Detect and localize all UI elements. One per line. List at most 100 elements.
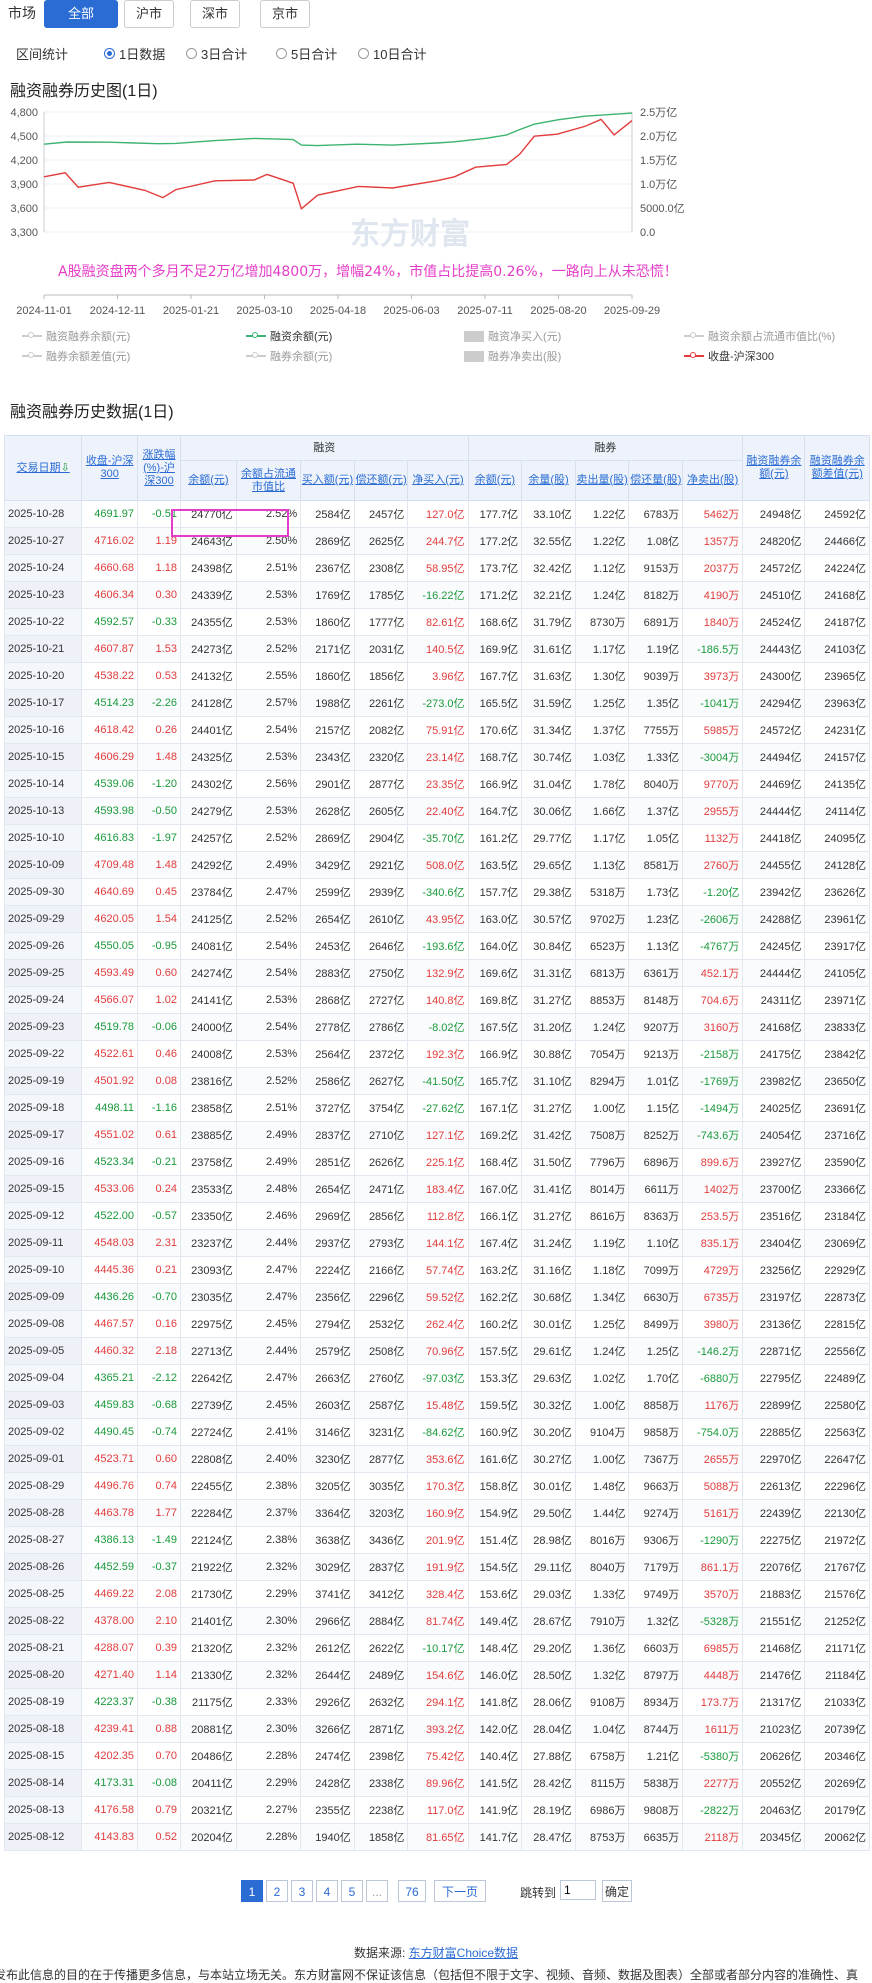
source-link[interactable]: 东方财富Choice数据 (408, 1946, 519, 1960)
cell-diff: 23590亿 (804, 1148, 870, 1176)
cell-rz-repay: 2372亿 (353, 1040, 409, 1068)
radio-5d[interactable]: 5日合计 (276, 44, 337, 63)
cell-total: 22970亿 (742, 1445, 806, 1473)
col-rz-repay[interactable]: 偿还额(元) (353, 460, 409, 501)
table-row: 2025-10-10 4616.83 -1.97 24257亿 2.52% 2869亿 29… (3, 824, 870, 852)
goto-confirm-button[interactable]: 确定 (602, 1880, 632, 1902)
col-chg[interactable]: 涨跌幅(%)-沪深300 (137, 435, 181, 501)
cell-close: 4523.34 (81, 1148, 139, 1176)
tab-sz[interactable]: 深市 (190, 0, 240, 28)
legend-rz-ratio[interactable]: 融资余额占流通市值比(%) (684, 328, 835, 344)
col-diff[interactable]: 融资融券余额差值(元) (804, 435, 870, 501)
cell-diff: 22580亿 (804, 1391, 870, 1419)
table-row: 2025-09-02 4490.45 -0.74 22724亿 2.41% 3146亿 32… (3, 1418, 870, 1446)
next-page-button[interactable]: 下一页 (434, 1880, 486, 1902)
cell-close: 4467.57 (81, 1310, 139, 1338)
cell-chg: 1.02 (137, 986, 181, 1014)
cell-close: 4620.05 (81, 905, 139, 933)
cell-rz-pct: 2.32% (235, 1661, 302, 1689)
cell-total: 21883亿 (742, 1580, 806, 1608)
cell-rq-bal: 154.9亿 (467, 1499, 523, 1527)
page-last[interactable]: 76 (398, 1880, 426, 1902)
cell-total: 22275亿 (742, 1526, 806, 1554)
legend-diff[interactable]: 融券余额差值(元) (22, 348, 130, 364)
cell-rz-repay: 3231亿 (353, 1418, 409, 1446)
cell-rq-repay: 7367万 (628, 1445, 684, 1473)
cell-close: 4716.02 (81, 527, 139, 555)
radio-10d[interactable]: 10日合计 (358, 44, 426, 63)
legend-rq-balance[interactable]: 融券余额(元) (246, 348, 332, 364)
table-body: 2025-10-28 4691.97 -0.51 24770亿 2.52% 2584亿 24… (3, 500, 870, 1851)
page-2[interactable]: 2 (266, 1880, 288, 1902)
cell-rz-net: 353.6亿 (407, 1445, 469, 1473)
cell-close: 4501.92 (81, 1067, 139, 1095)
radio-1d[interactable]: 1日数据 (104, 44, 165, 63)
cell-rq-vol: 29.50亿 (521, 1499, 576, 1527)
tab-sh[interactable]: 沪市 (124, 0, 174, 28)
cell-rz-buy: 2474亿 (300, 1742, 355, 1770)
x-tick-label: 2024-12-11 (90, 305, 145, 317)
page-5[interactable]: 5 (341, 1880, 363, 1902)
col-rq-sell[interactable]: 卖出量(股) (574, 460, 630, 501)
legend-hs300[interactable]: 收盘-沪深300 (684, 348, 774, 364)
cell-rz-pct: 2.33% (235, 1688, 302, 1716)
col-rq-repay[interactable]: 偿还量(股) (628, 460, 684, 501)
cell-date: 2025-10-09 (3, 851, 83, 879)
cell-rq-net: -1.20亿 (682, 878, 744, 906)
legend-rz-netbuy[interactable]: 融资净买入(元) (464, 328, 561, 344)
goto-input[interactable] (560, 1880, 596, 1900)
cell-close: 4592.57 (81, 608, 139, 636)
table-row: 2025-10-13 4593.98 -0.50 24279亿 2.53% 2628亿 26… (3, 797, 870, 825)
cell-rq-sell: 9702万 (574, 905, 630, 933)
cell-rq-vol: 30.01亿 (521, 1310, 576, 1338)
col-rq-net[interactable]: 净卖出(股) (682, 460, 744, 501)
cell-rq-repay: 7755万 (628, 716, 684, 744)
cell-close: 4523.71 (81, 1445, 139, 1473)
cell-rq-bal: 169.6亿 (467, 959, 523, 987)
col-rz-bal[interactable]: 余额(元) (179, 460, 237, 501)
cell-total: 24444亿 (742, 959, 806, 987)
col-rz-net[interactable]: 净买入(元) (407, 460, 469, 501)
radio-3d[interactable]: 3日合计 (186, 44, 247, 63)
col-close[interactable]: 收盘-沪深300 (81, 435, 139, 501)
legend-margin-balance[interactable]: 融资融券余额(元) (22, 328, 130, 344)
col-rq-vol[interactable]: 余量(股) (521, 460, 576, 501)
cell-rz-repay: 3035亿 (353, 1472, 409, 1500)
cell-rz-buy: 3429亿 (300, 851, 355, 879)
group-rz: 融资 (179, 435, 469, 461)
col-total[interactable]: 融资融券余额(元) (742, 435, 806, 501)
cell-close: 4550.05 (81, 932, 139, 960)
cell-date: 2025-10-21 (3, 635, 83, 663)
cell-rz-pct: 2.27% (235, 1796, 302, 1824)
col-rz-buy[interactable]: 买入额(元) (300, 460, 355, 501)
col-rq-bal[interactable]: 余额(元) (467, 460, 523, 501)
cell-rz-net: 82.61亿 (407, 608, 469, 636)
cell-rz-net: 170.3亿 (407, 1472, 469, 1500)
col-rz-pct[interactable]: 余额占流通市值比 (235, 460, 302, 501)
legend-rz-balance[interactable]: 融资余额(元) (246, 328, 332, 344)
cell-rz-bal: 23885亿 (179, 1121, 237, 1149)
page-1[interactable]: 1 (241, 1880, 263, 1902)
page-3[interactable]: 3 (291, 1880, 313, 1902)
tab-bj[interactable]: 京市 (260, 0, 310, 28)
cell-rz-net: -193.6亿 (407, 932, 469, 960)
cell-chg: -0.33 (137, 608, 181, 636)
cell-rq-sell: 1.34亿 (574, 1283, 630, 1311)
tab-all[interactable]: 全部 (44, 0, 118, 28)
table-row: 2025-09-11 4548.03 2.31 23237亿 2.44% 2937亿 279… (3, 1229, 870, 1257)
cell-rq-vol: 31.27亿 (521, 1094, 576, 1122)
cell-chg: 1.53 (137, 635, 181, 663)
cell-rz-bal: 24401亿 (179, 716, 237, 744)
cell-rz-pct: 2.47% (235, 1256, 302, 1284)
cell-rq-repay: 8858万 (628, 1391, 684, 1419)
col-date[interactable]: 交易日期⇩ (3, 435, 83, 501)
legend-rq-netsell[interactable]: 融券净卖出(股) (464, 348, 561, 364)
cell-rq-net: 1176万 (682, 1391, 744, 1419)
cell-rz-buy: 2654亿 (300, 905, 355, 933)
cell-close: 4709.48 (81, 851, 139, 879)
page-4[interactable]: 4 (316, 1880, 338, 1902)
cell-diff: 22815亿 (804, 1310, 870, 1338)
y-left-tick-label: 3,300 (10, 227, 38, 239)
cell-chg: 0.08 (137, 1067, 181, 1095)
cell-date: 2025-08-19 (3, 1688, 83, 1716)
